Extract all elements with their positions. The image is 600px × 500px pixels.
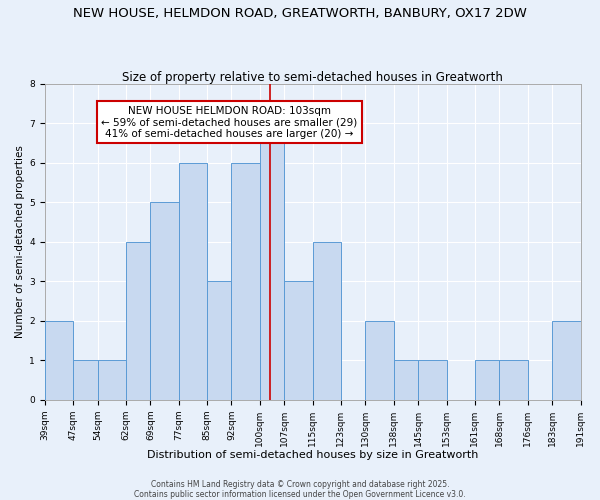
Bar bbox=[179, 162, 207, 400]
Text: Contains HM Land Registry data © Crown copyright and database right 2025.
Contai: Contains HM Land Registry data © Crown c… bbox=[134, 480, 466, 499]
Bar bbox=[126, 242, 151, 400]
Bar bbox=[394, 360, 418, 400]
Y-axis label: Number of semi-detached properties: Number of semi-detached properties bbox=[15, 145, 25, 338]
Bar bbox=[475, 360, 499, 400]
X-axis label: Distribution of semi-detached houses by size in Greatworth: Distribution of semi-detached houses by … bbox=[147, 450, 478, 460]
Title: Size of property relative to semi-detached houses in Greatworth: Size of property relative to semi-detach… bbox=[122, 70, 503, 84]
Bar bbox=[44, 320, 73, 400]
Bar bbox=[313, 242, 341, 400]
Bar bbox=[365, 320, 394, 400]
Bar bbox=[151, 202, 179, 400]
Bar bbox=[499, 360, 527, 400]
Bar bbox=[207, 281, 232, 400]
Bar bbox=[73, 360, 98, 400]
Bar bbox=[284, 281, 313, 400]
Bar bbox=[232, 162, 260, 400]
Bar bbox=[98, 360, 126, 400]
Text: NEW HOUSE, HELMDON ROAD, GREATWORTH, BANBURY, OX17 2DW: NEW HOUSE, HELMDON ROAD, GREATWORTH, BAN… bbox=[73, 8, 527, 20]
Bar bbox=[260, 123, 284, 400]
Text: NEW HOUSE HELMDON ROAD: 103sqm
← 59% of semi-detached houses are smaller (29)
41: NEW HOUSE HELMDON ROAD: 103sqm ← 59% of … bbox=[101, 106, 358, 139]
Bar bbox=[552, 320, 581, 400]
Bar bbox=[418, 360, 446, 400]
